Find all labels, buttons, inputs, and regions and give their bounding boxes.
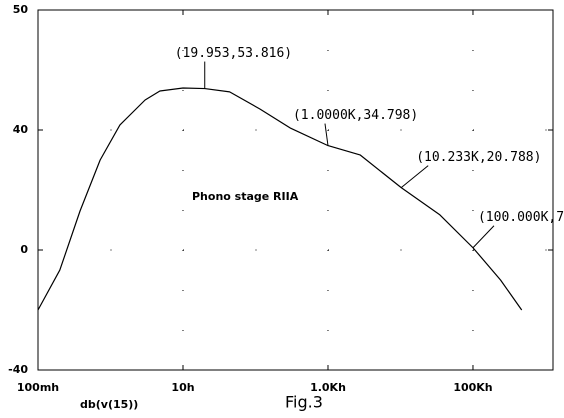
x-tick-label: 10h xyxy=(171,381,194,394)
y-tick-label: 40 xyxy=(13,123,29,136)
x-tick-label: 100mh xyxy=(17,381,59,394)
data-line xyxy=(37,87,523,311)
annotation: (19.953,53.816) xyxy=(175,46,292,61)
annotation: (1.0000K,34.798) xyxy=(293,108,418,123)
plot-frame xyxy=(37,9,554,371)
chart-label: Phono stage RIIA xyxy=(192,190,299,203)
annotation-leader xyxy=(324,123,329,146)
annotation-leader xyxy=(472,225,495,249)
y-tick-label: 50 xyxy=(13,3,29,16)
annotation: (10.233K,20.788) xyxy=(416,150,541,165)
legend-entry: db(v(15)) xyxy=(80,398,138,411)
y-tick-label: -40 xyxy=(8,363,28,376)
x-tick-label: 1.0Kh xyxy=(310,381,346,394)
annotation: (100.000K,752 xyxy=(478,210,564,225)
y-tick-label: 0 xyxy=(20,243,28,256)
x-tick-label: 100Kh xyxy=(453,381,492,394)
annotation-leader xyxy=(400,165,429,189)
caption: Fig.3 xyxy=(285,393,323,412)
